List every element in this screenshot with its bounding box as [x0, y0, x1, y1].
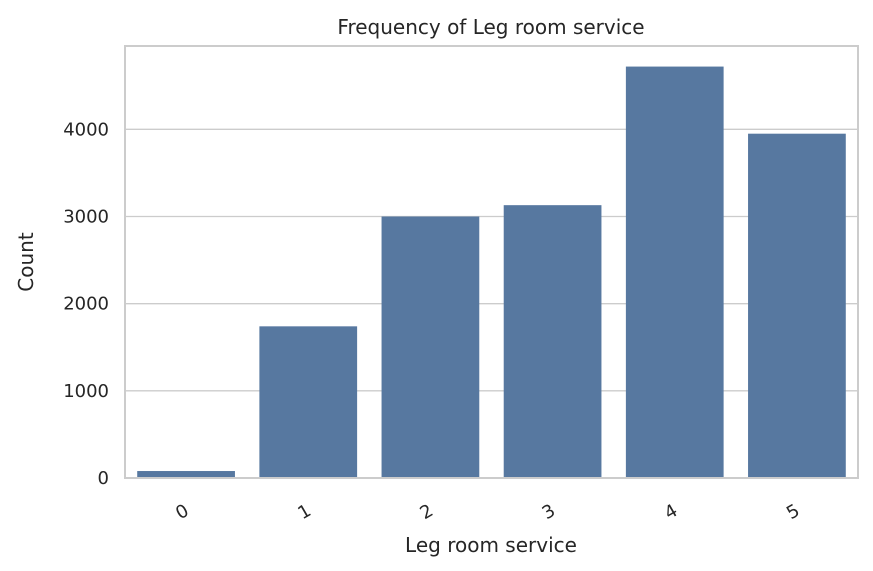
y-tick-label: 1000	[63, 381, 109, 402]
y-axis-label: Count	[14, 232, 38, 292]
bar-3	[503, 205, 602, 479]
y-tick-label: 0	[98, 468, 109, 489]
x-tick-label: 4	[661, 500, 681, 524]
y-tick-label: 3000	[63, 206, 109, 227]
x-tick-labels: 0 1 2 3 4 5	[172, 500, 803, 524]
x-tick-label: 0	[172, 500, 192, 524]
bar-5	[748, 133, 846, 479]
chart-title: Frequency of Leg room service	[337, 15, 644, 39]
grid-lines	[125, 128, 858, 392]
x-axis-label: Leg room service	[405, 533, 577, 557]
x-tick-label: 1	[294, 500, 314, 524]
bars	[137, 66, 846, 479]
bar-1	[259, 326, 358, 478]
bar-0	[137, 471, 235, 478]
bar-4	[625, 66, 724, 479]
x-tick-label: 5	[783, 500, 803, 524]
x-tick-label: 3	[539, 500, 559, 524]
x-tick-label: 2	[416, 500, 436, 524]
bar-2	[381, 216, 480, 479]
plot-frame	[124, 45, 859, 479]
y-tick-labels: 0 1000 2000 3000 4000	[63, 119, 109, 489]
y-tick-label: 2000	[63, 294, 109, 315]
y-tick-label: 4000	[63, 119, 109, 140]
